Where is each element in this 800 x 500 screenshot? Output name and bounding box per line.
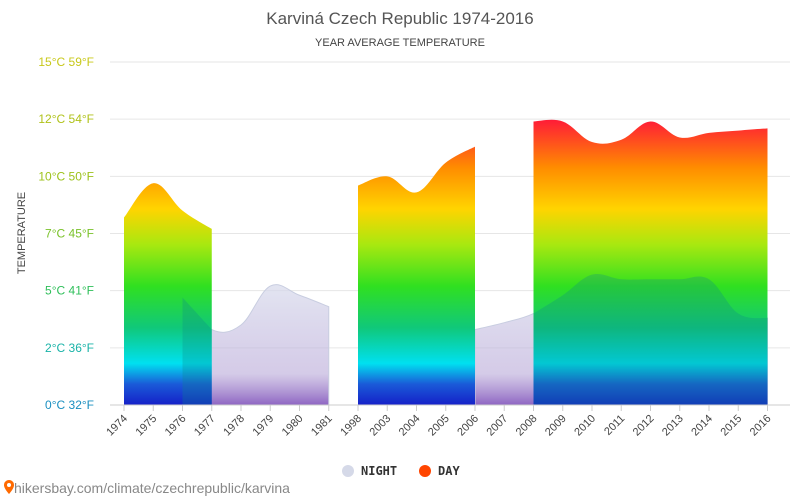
x-tick-label: 1980 (280, 413, 306, 439)
y-tick-label: 12°C 54°F (38, 112, 94, 126)
x-tick-label: 2012 (631, 413, 657, 439)
night-overlay (182, 273, 768, 405)
day-area (358, 146, 475, 405)
legend: NIGHT DAY (342, 464, 460, 478)
x-tick-label: 2006 (455, 413, 481, 439)
legend-day-label[interactable]: DAY (438, 464, 460, 478)
watermark[interactable]: hikersbay.com/climate/czechrepublic/karv… (4, 480, 290, 496)
y-axis-ticks: 0°C 32°F 2°C 36°F 5°C 41°F 7°C 45°F 10°C 50°… (38, 55, 94, 412)
night-overlay-area (182, 297, 212, 405)
x-tick-label: 1974 (104, 413, 130, 439)
y-tick-label: 2°C 36°F (45, 341, 94, 355)
x-tick-label: 2009 (543, 413, 569, 439)
x-axis: 1974 1975 1976 1977 1978 1979 1980 1981 1998 2003… (104, 404, 790, 439)
night-overlay-area (533, 273, 768, 405)
x-tick-label: 1976 (163, 413, 189, 439)
chart-subtitle: YEAR AVERAGE TEMPERATURE (315, 37, 485, 49)
x-tick-label: 1977 (192, 413, 218, 439)
x-tick-label: 1975 (134, 413, 160, 439)
x-tick-label: 2004 (397, 413, 423, 439)
x-tick-label: 2014 (689, 413, 715, 439)
watermark-text: hikersbay.com/climate/czechrepublic/karv… (14, 480, 290, 496)
x-tick-label: 1998 (338, 413, 364, 439)
chart-title: Karviná Czech Republic 1974-2016 (266, 9, 533, 28)
legend-night-marker[interactable] (342, 465, 354, 477)
x-tick-label: 1981 (309, 413, 335, 439)
x-tick-label: 2003 (368, 413, 394, 439)
x-tick-label: 1979 (251, 413, 277, 439)
x-tick-label: 2016 (748, 413, 774, 439)
day-series (124, 119, 768, 405)
x-tick-label: 2015 (719, 413, 745, 439)
x-tick-label: 2005 (426, 413, 452, 439)
legend-night-label[interactable]: NIGHT (361, 464, 397, 478)
x-tick-label: 2013 (660, 413, 686, 439)
y-tick-label: 7°C 45°F (45, 227, 94, 241)
x-tick-label: 2007 (485, 413, 511, 439)
y-tick-label: 15°C 59°F (38, 55, 94, 69)
x-tick-label: 1978 (221, 413, 247, 439)
x-tick-label: 2008 (514, 413, 540, 439)
day-area (124, 183, 212, 405)
legend-day-marker[interactable] (419, 465, 431, 477)
location-pin-icon (4, 480, 14, 494)
y-tick-label: 0°C 32°F (45, 398, 94, 412)
day-area (533, 119, 768, 405)
y-axis-label: TEMPERATURE (16, 192, 28, 274)
x-tick-label: 2010 (572, 413, 598, 439)
x-tick-label: 2011 (602, 413, 627, 438)
y-tick-label: 10°C 50°F (38, 169, 94, 183)
y-tick-label: 5°C 41°F (45, 284, 94, 298)
